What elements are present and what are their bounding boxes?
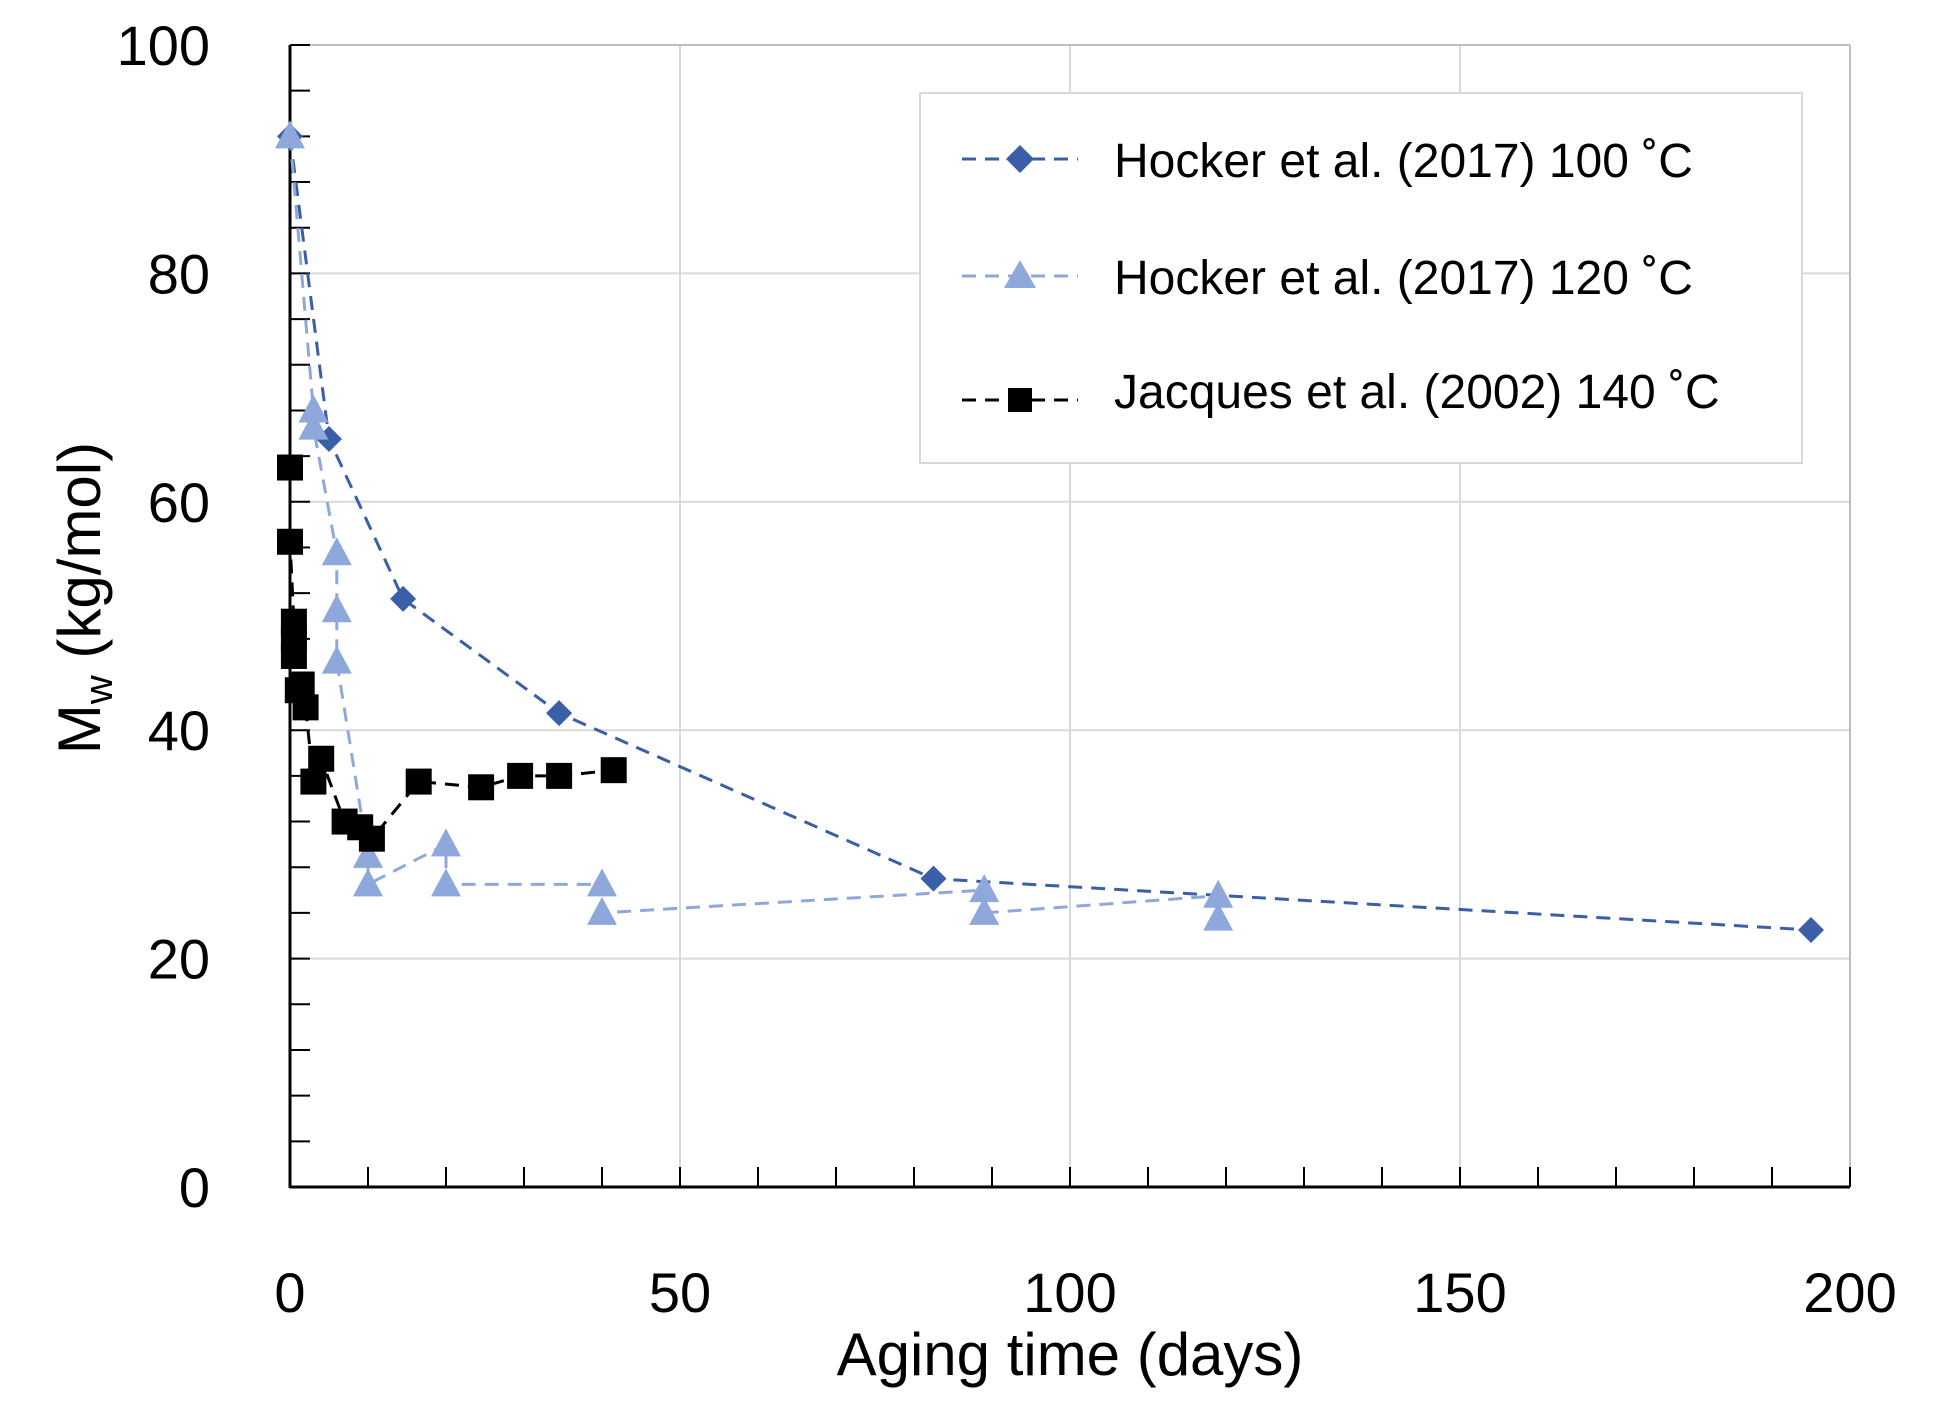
y-axis-label-subscript: w [77, 675, 121, 705]
legend-entry-3: Jacques et al. (2002) 140 ˚C [962, 366, 1720, 419]
data-point-triangle [353, 839, 383, 868]
data-point-triangle [587, 896, 617, 925]
data-point-triangle [298, 394, 329, 423]
data-point-diamond [1798, 917, 1824, 944]
y-tick-label: 0 [179, 1156, 210, 1219]
data-point-triangle [969, 874, 1000, 903]
data-point-diamond [920, 865, 947, 892]
data-point-square [277, 454, 303, 481]
data-point-square [600, 757, 627, 784]
data-point-square [280, 642, 307, 669]
x-tick-label: 50 [649, 1261, 711, 1324]
data-point-square [546, 762, 573, 789]
data-point-triangle [298, 411, 329, 440]
data-point-triangle [587, 868, 617, 897]
y-tick-label: 40 [148, 699, 210, 762]
data-point-square [288, 671, 315, 698]
x-tick-label: 0 [274, 1261, 305, 1324]
data-point-square [300, 768, 327, 795]
data-point-square [292, 694, 319, 721]
x-tick-label: 200 [1803, 1261, 1896, 1324]
data-point-triangle [353, 868, 383, 897]
data-point-square [308, 745, 335, 772]
y-tick-label: 20 [148, 928, 210, 991]
y-axis-label-units: (kg/mol) [46, 442, 113, 675]
x-tick-label: 100 [1023, 1261, 1116, 1324]
data-point-square [507, 762, 534, 789]
data-point-triangle [321, 645, 352, 674]
data-point-triangle [1203, 879, 1234, 908]
series-line-1 [288, 136, 1812, 932]
data-point-square [405, 768, 432, 795]
data-point-triangle [431, 828, 461, 857]
data-point-triangle [275, 120, 305, 149]
y-axis-label-main: M [46, 704, 113, 754]
data-point-triangle [321, 537, 352, 566]
data-point-square [468, 774, 495, 801]
data-point-triangle [431, 868, 461, 897]
data-point-square [358, 825, 385, 852]
y-axis-label: Mw (kg/mol) [46, 442, 121, 754]
legend-entry-2: Hocker et al. (2017) 120 ˚C [962, 252, 1693, 305]
legend-label-2: Hocker et al. (2017) 120 ˚C [1114, 252, 1693, 305]
data-point-diamond [390, 585, 417, 612]
legend: Hocker et al. (2017) 100 ˚C Hocker et al… [919, 92, 1803, 464]
legend-marker-diamond [1006, 145, 1034, 173]
data-point-triangle [1203, 902, 1234, 931]
legend-entry-1: Hocker et al. (2017) 100 ˚C [962, 135, 1693, 188]
legend-label-1: Hocker et al. (2017) 100 ˚C [1114, 135, 1693, 188]
x-tick-label: 150 [1413, 1261, 1506, 1324]
tick-labels: 0 50 100 150 200 0 20 40 60 80 100 [117, 14, 1897, 1324]
legend-marker-square [1008, 388, 1032, 412]
y-tick-label: 80 [148, 242, 210, 305]
legend-marker-triangle [1004, 260, 1036, 288]
data-point-square [277, 528, 303, 555]
y-tick-label: 60 [148, 471, 210, 534]
series-markers [275, 120, 1824, 944]
y-tick-label: 100 [117, 14, 210, 77]
legend-label-3: Jacques et al. (2002) 140 ˚C [1114, 366, 1720, 419]
x-axis-label: Aging time (days) [837, 1321, 1304, 1388]
data-point-diamond [546, 700, 573, 727]
data-point-triangle [969, 896, 1000, 925]
data-point-triangle [321, 594, 352, 623]
